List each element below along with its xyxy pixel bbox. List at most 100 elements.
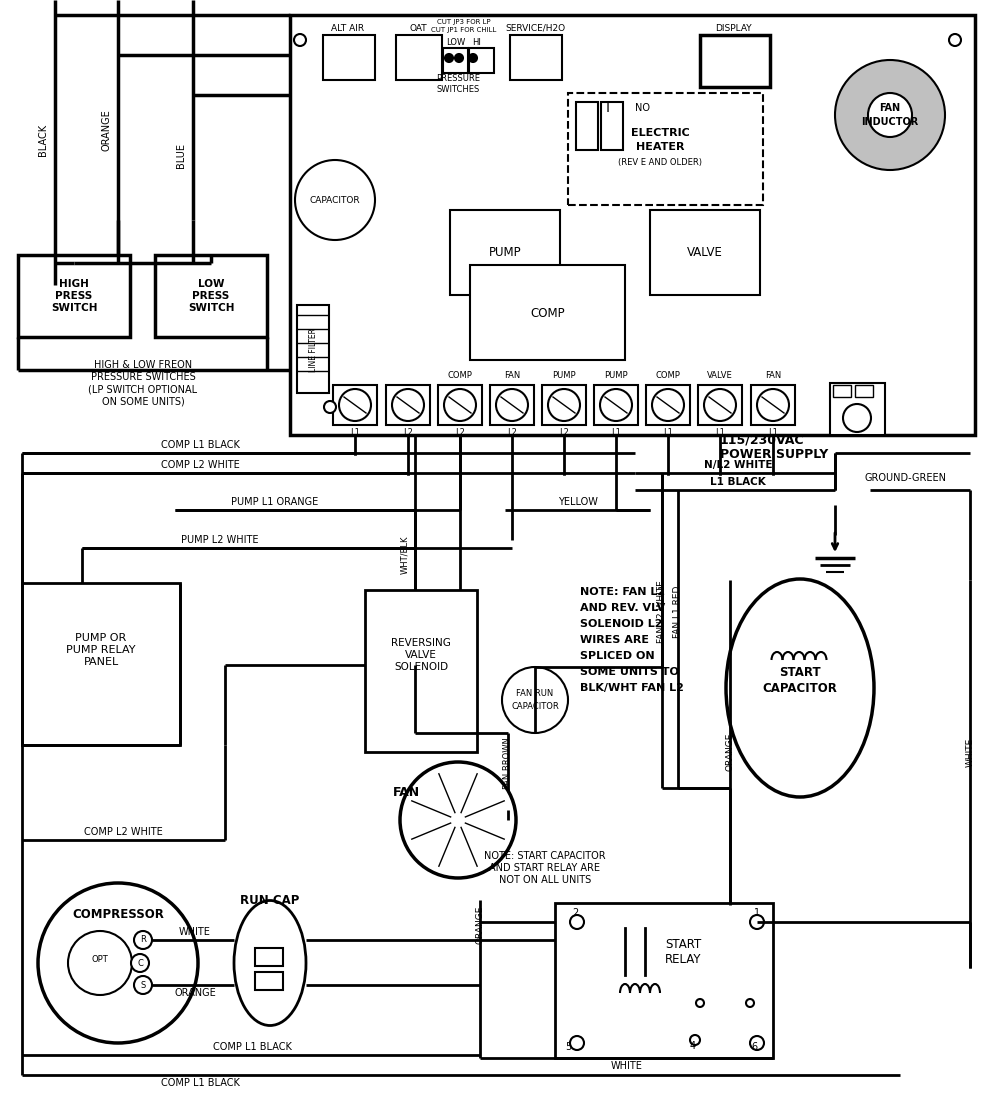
Bar (18, 255, 130, 337)
Text: VALVE: VALVE (708, 370, 733, 380)
Text: FAN BROWN: FAN BROWN (504, 737, 512, 788)
Text: OPT: OPT (92, 956, 109, 965)
Ellipse shape (726, 579, 874, 797)
Bar (255, 948, 283, 966)
Bar (555, 903, 773, 1058)
Text: DISPLAY: DISPLAY (715, 23, 751, 33)
Text: BLUE: BLUE (176, 142, 186, 168)
Circle shape (444, 389, 476, 420)
Text: FAN RUN: FAN RUN (516, 689, 553, 698)
Text: START: START (779, 666, 821, 679)
Circle shape (757, 389, 789, 420)
Bar (255, 972, 283, 990)
Circle shape (704, 389, 736, 420)
Text: START
RELAY: START RELAY (664, 938, 702, 966)
Bar (855, 385, 873, 397)
Text: ORANGE: ORANGE (726, 733, 735, 771)
Bar (469, 48, 494, 73)
Circle shape (400, 762, 516, 878)
Text: PRESSURE
SWITCHES: PRESSURE SWITCHES (436, 74, 480, 94)
Text: HEATER: HEATER (636, 142, 684, 152)
Text: COMP L1 BLACK: COMP L1 BLACK (160, 440, 240, 450)
Text: ORANGE: ORANGE (101, 110, 111, 151)
Text: FAN: FAN (765, 370, 781, 380)
Text: HIGH
PRESS
SWITCH: HIGH PRESS SWITCH (50, 279, 97, 312)
Text: POWER SUPPLY: POWER SUPPLY (720, 448, 829, 461)
Circle shape (469, 54, 477, 62)
Text: WHT/BLK: WHT/BLK (400, 535, 409, 574)
Text: LOW: LOW (447, 37, 466, 46)
Text: L2: L2 (559, 427, 569, 437)
Circle shape (696, 999, 704, 1007)
Text: L1: L1 (663, 427, 673, 437)
Text: NOTE: FAN L2: NOTE: FAN L2 (580, 587, 665, 597)
Text: RUN CAP: RUN CAP (240, 894, 299, 907)
Circle shape (868, 93, 912, 137)
Text: I: I (606, 101, 610, 115)
Text: PRESSURE SWITCHES: PRESSURE SWITCHES (91, 372, 196, 382)
Text: 115/230VAC: 115/230VAC (720, 434, 804, 447)
Text: L1: L1 (768, 427, 778, 437)
Text: L1: L1 (350, 427, 360, 437)
Circle shape (570, 915, 584, 929)
Text: NO: NO (635, 103, 650, 113)
Bar (833, 385, 851, 397)
Text: NOTE: START CAPACITOR: NOTE: START CAPACITOR (484, 851, 606, 861)
Ellipse shape (234, 900, 306, 1026)
Text: PUMP OR
PUMP RELAY
PANEL: PUMP OR PUMP RELAY PANEL (67, 633, 136, 667)
Bar (601, 102, 623, 150)
Text: ORANGE: ORANGE (174, 988, 216, 998)
Text: S: S (140, 980, 145, 990)
Text: (REV E AND OLDER): (REV E AND OLDER) (618, 158, 702, 166)
Circle shape (134, 931, 152, 949)
Circle shape (455, 54, 463, 62)
Text: SPLICED ON: SPLICED ON (580, 652, 654, 661)
Circle shape (324, 401, 336, 413)
Text: COMP L1 BLACK: COMP L1 BLACK (213, 1042, 291, 1052)
Text: N/L2 WHITE: N/L2 WHITE (704, 460, 772, 470)
Text: PUMP: PUMP (489, 245, 521, 258)
Text: FAN: FAN (392, 786, 419, 799)
Text: PUMP: PUMP (552, 370, 576, 380)
Circle shape (835, 60, 944, 170)
Circle shape (949, 34, 961, 46)
Bar (290, 15, 975, 435)
Text: L2: L2 (455, 427, 465, 437)
Text: SERVICE/H2O: SERVICE/H2O (505, 23, 565, 33)
Text: WIRES ARE: WIRES ARE (580, 635, 649, 645)
Text: INDUCTOR: INDUCTOR (862, 117, 918, 127)
Bar (450, 210, 560, 295)
Text: FAN: FAN (879, 103, 900, 113)
Text: OAT: OAT (409, 23, 426, 33)
Text: ELECTRIC: ELECTRIC (631, 128, 689, 138)
Circle shape (600, 389, 632, 420)
Text: ORANGE: ORANGE (476, 906, 485, 944)
Text: (LP SWITCH OPTIONAL: (LP SWITCH OPTIONAL (89, 384, 198, 394)
Bar (542, 385, 586, 425)
Bar (333, 385, 377, 425)
Text: 2: 2 (572, 908, 579, 918)
Bar (650, 210, 760, 295)
Bar (396, 35, 442, 80)
Circle shape (746, 999, 754, 1007)
Circle shape (68, 931, 132, 995)
Circle shape (502, 667, 568, 733)
Text: PUMP L2 WHITE: PUMP L2 WHITE (181, 535, 259, 545)
Text: ALT AIR: ALT AIR (332, 23, 365, 33)
Text: NOT ON ALL UNITS: NOT ON ALL UNITS (499, 875, 591, 885)
Circle shape (339, 389, 371, 420)
Text: COMP: COMP (655, 370, 680, 380)
Text: 1: 1 (754, 908, 760, 918)
Text: L1 BLACK: L1 BLACK (710, 477, 766, 487)
Text: L1: L1 (715, 427, 725, 437)
Circle shape (843, 404, 871, 433)
Bar (510, 35, 562, 80)
Text: WHITE: WHITE (966, 737, 975, 766)
Bar (22, 583, 180, 745)
Text: CUT JP3 FOR LP: CUT JP3 FOR LP (437, 19, 491, 25)
Text: COMPRESSOR: COMPRESSOR (72, 909, 164, 922)
Bar (438, 385, 482, 425)
Text: WHITE: WHITE (611, 1061, 643, 1071)
Circle shape (690, 1035, 700, 1045)
Bar (297, 306, 329, 393)
